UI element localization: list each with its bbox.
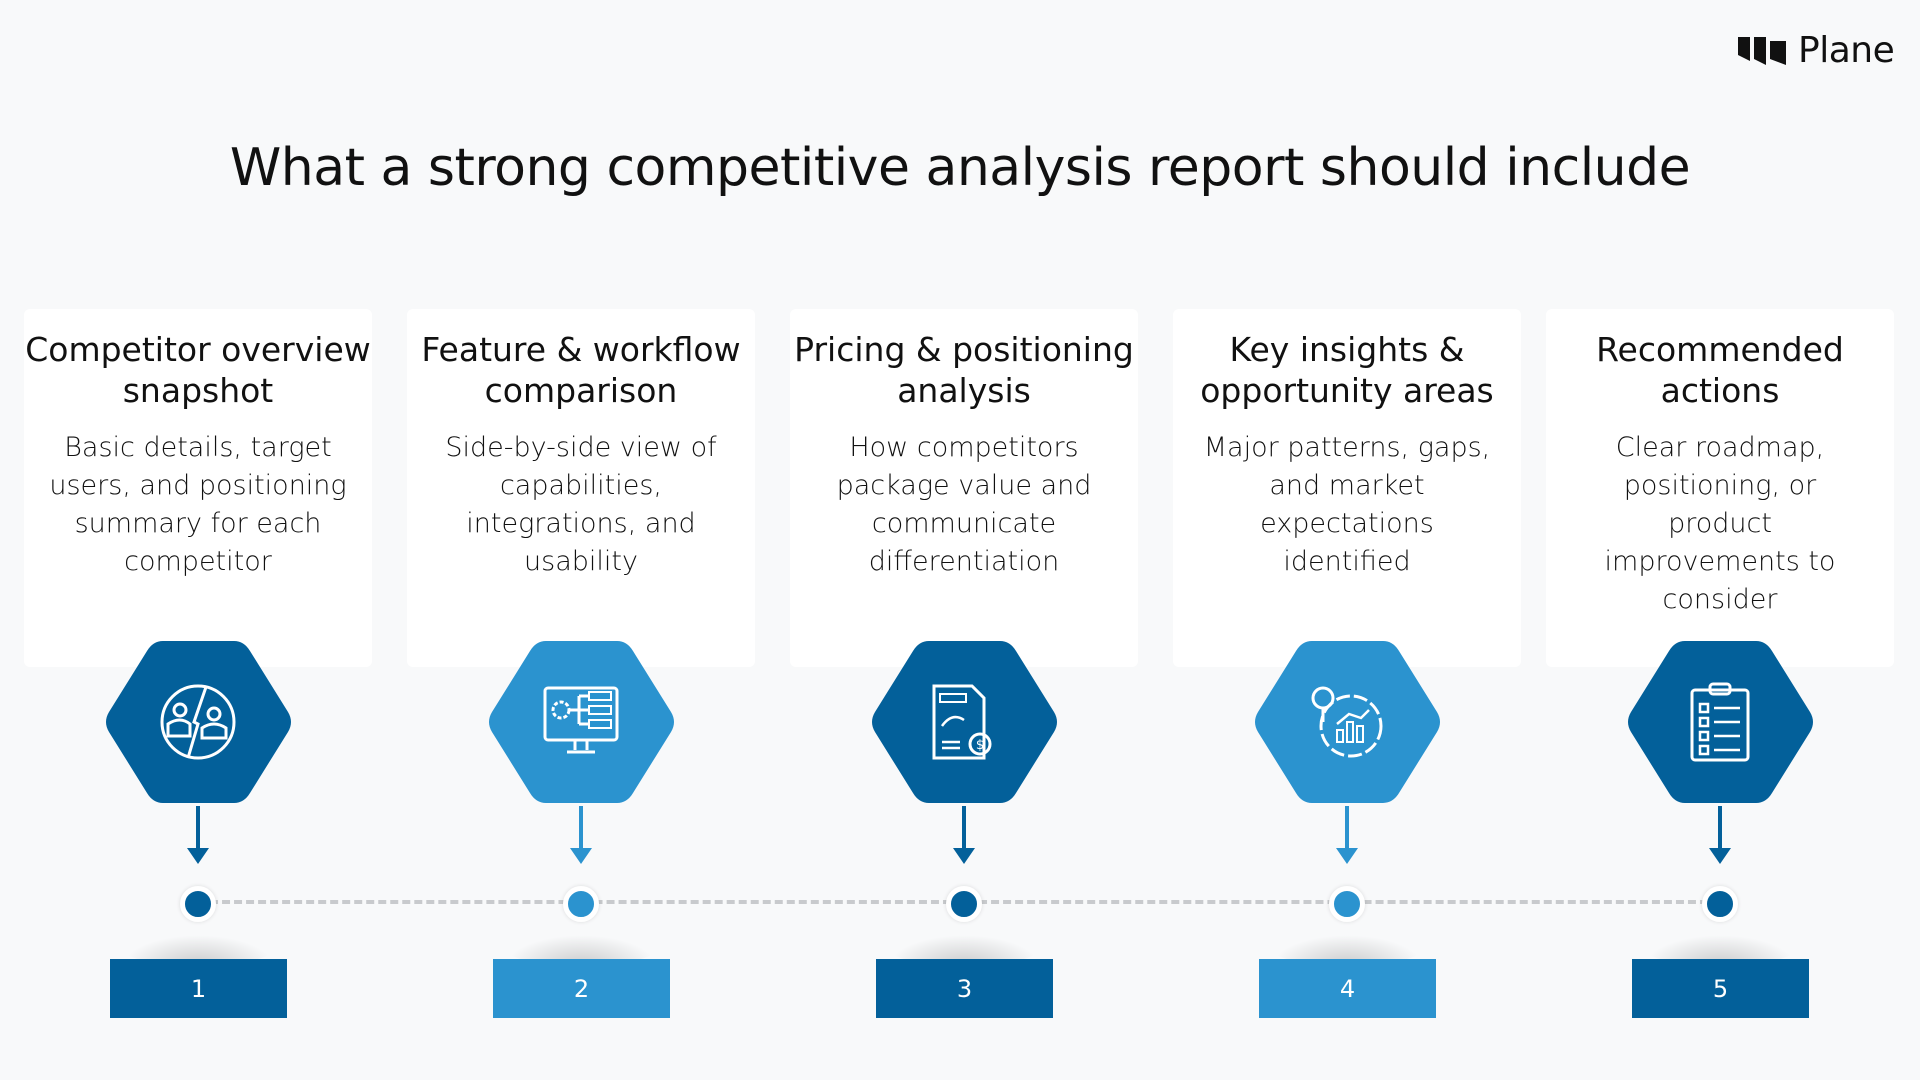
step-number: 1 (110, 959, 287, 1018)
step-number: 4 (1259, 959, 1436, 1018)
timeline-dot (1702, 886, 1738, 922)
monitor-workflow-icon (543, 686, 619, 754)
competitors-comparison-icon (160, 684, 236, 760)
arrow-down-icon (187, 848, 209, 864)
clipboard-checklist-icon (1690, 682, 1750, 762)
step-number: 5 (1632, 959, 1809, 1018)
step-card: Feature & workflow comparison Side-by-si… (407, 309, 755, 667)
arrow-line (1345, 806, 1349, 852)
step-description: Major patterns, gaps, and market expecta… (1203, 432, 1491, 577)
step-description: Basic details, target users, and positio… (49, 432, 347, 577)
arrow-down-icon (953, 848, 975, 864)
timeline-dot (563, 886, 599, 922)
arrow-down-icon (1336, 848, 1358, 864)
timeline-dot (1329, 886, 1365, 922)
arrow-down-icon (1709, 848, 1731, 864)
pricing-document-icon: $ (932, 684, 992, 760)
arrow-line (579, 806, 583, 852)
step-hexagon (1255, 641, 1440, 803)
step-number-label: 2 (573, 974, 590, 1003)
step-hexagon: $ (872, 641, 1057, 803)
step-card: Key insights & opportunity areas Major p… (1173, 309, 1521, 667)
svg-text:$: $ (976, 738, 984, 753)
step-heading: Key insights & opportunity areas (1200, 330, 1494, 410)
brand-logo: Plane (1736, 30, 1895, 71)
step-description: Side-by-side view of capabilities, integ… (445, 432, 717, 577)
arrow-line (962, 806, 966, 852)
step-description: How competitors package value and commun… (836, 432, 1092, 577)
step-number-label: 5 (1712, 974, 1729, 1003)
step-card: Competitor overview snapshot Basic detai… (24, 309, 372, 667)
step-heading: Competitor overview snapshot (25, 330, 371, 410)
step-card: Recommended actions Clear roadmap, posit… (1546, 309, 1894, 667)
arrow-line (196, 806, 200, 852)
brand-name: Plane (1798, 30, 1895, 71)
arrow-down-icon (570, 848, 592, 864)
step-card: Pricing & positioning analysis How compe… (790, 309, 1138, 667)
step-heading: Feature & workflow comparison (421, 330, 741, 410)
page-title: What a strong competitive analysis repor… (229, 138, 1691, 198)
step-hexagon (489, 641, 674, 803)
step-number-label: 4 (1339, 974, 1356, 1003)
step-description: Clear roadmap, positioning, or product i… (1604, 432, 1836, 615)
timeline-dot (946, 886, 982, 922)
timeline-dot (180, 886, 216, 922)
insights-chart-icon (1311, 686, 1383, 758)
step-heading: Recommended actions (1596, 330, 1844, 410)
step-number-label: 1 (190, 974, 207, 1003)
step-heading: Pricing & positioning analysis (794, 330, 1134, 410)
step-hexagon (1628, 641, 1813, 803)
step-number: 3 (876, 959, 1053, 1018)
step-number: 2 (493, 959, 670, 1018)
step-hexagon (106, 641, 291, 803)
plane-logo-icon (1738, 36, 1786, 65)
step-number-label: 3 (956, 974, 973, 1003)
arrow-line (1718, 806, 1722, 852)
